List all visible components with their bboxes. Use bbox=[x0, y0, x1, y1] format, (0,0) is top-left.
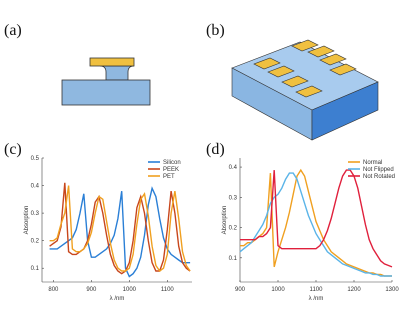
line-series bbox=[49, 186, 191, 278]
x-axis-label: λ /nm bbox=[309, 296, 324, 302]
x-tick-label: 1000 bbox=[123, 287, 137, 293]
y-axis-label: Absorption bbox=[24, 206, 30, 235]
line-series bbox=[239, 172, 392, 277]
panel-label: (c) bbox=[4, 141, 22, 158]
legend-label: Silicon bbox=[163, 160, 181, 166]
panel-label: (b) bbox=[206, 22, 225, 39]
diagram-a bbox=[61, 57, 151, 106]
x-tick-label: 1300 bbox=[385, 287, 399, 293]
y-tick-label: 0.1 bbox=[229, 256, 238, 262]
y-tick-label: 0.2 bbox=[31, 239, 40, 245]
x-tick-label: 1000 bbox=[271, 287, 285, 293]
y-tick-label: 0.2 bbox=[229, 226, 238, 232]
y-tick-label: 0.4 bbox=[31, 184, 40, 190]
x-tick-label: 800 bbox=[48, 287, 59, 293]
line-series bbox=[49, 185, 191, 272]
line-series bbox=[49, 182, 191, 275]
legend-label: Not Flipped bbox=[363, 167, 394, 173]
line-series bbox=[240, 169, 393, 268]
x-tick-label: 1100 bbox=[310, 287, 324, 293]
x-axis-label: λ /nm bbox=[110, 296, 125, 302]
panel-label: (d) bbox=[206, 141, 225, 158]
legend-label: PET bbox=[163, 174, 175, 180]
x-tick-label: 900 bbox=[86, 287, 97, 293]
diagram-b bbox=[231, 39, 379, 141]
x-tick-label: 1200 bbox=[347, 287, 361, 293]
y-tick-label: 0.3 bbox=[229, 195, 238, 201]
panel-label: (a) bbox=[4, 22, 22, 39]
line-series bbox=[240, 168, 392, 277]
legend-label: Normal bbox=[363, 160, 382, 166]
y-tick-label: 0.3 bbox=[31, 211, 40, 217]
y-axis-label: Absorption bbox=[222, 206, 228, 235]
x-tick-label: 900 bbox=[235, 287, 246, 293]
legend-label: Not Rotated bbox=[363, 174, 395, 180]
y-tick-label: 0.1 bbox=[31, 266, 40, 272]
y-tick-label: 0.4 bbox=[229, 165, 238, 171]
x-tick-label: 1100 bbox=[161, 287, 175, 293]
legend-label: PEEK bbox=[163, 167, 179, 173]
y-tick-label: 0.5 bbox=[31, 156, 40, 162]
